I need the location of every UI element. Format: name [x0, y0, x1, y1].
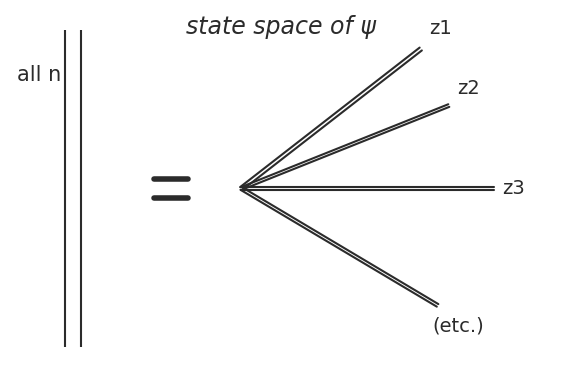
- Text: (etc.): (etc.): [432, 317, 484, 336]
- Text: state space of ψ: state space of ψ: [186, 15, 375, 39]
- Text: z1: z1: [429, 19, 452, 38]
- Text: all n: all n: [17, 65, 61, 86]
- Text: z2: z2: [457, 79, 480, 98]
- Text: z3: z3: [502, 179, 525, 198]
